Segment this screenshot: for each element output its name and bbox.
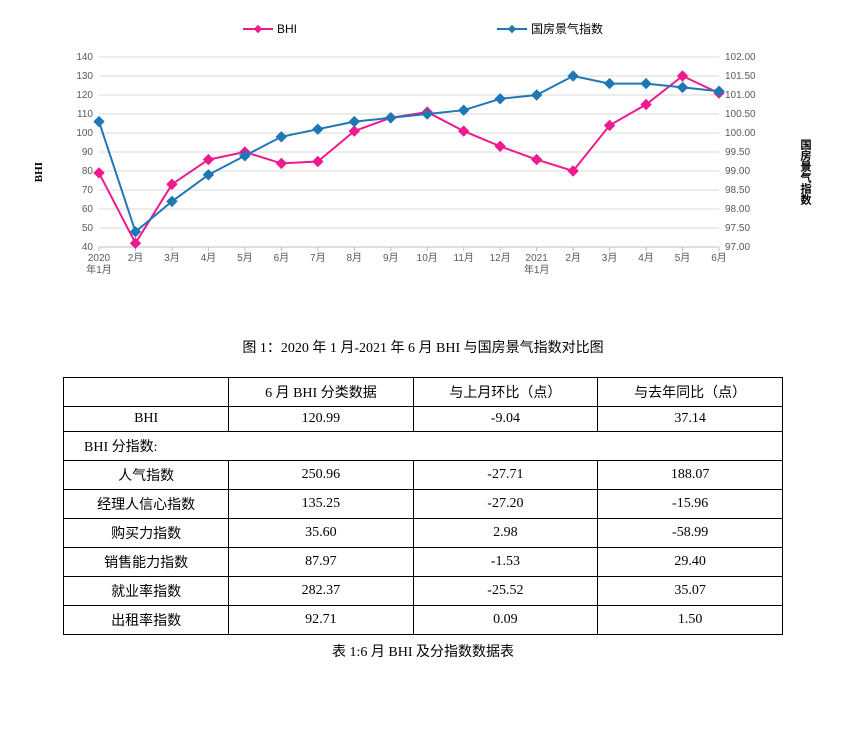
y-axis-left-label: BHI (33, 162, 45, 182)
table-row: BHI 分指数: (64, 432, 783, 461)
svg-text:90: 90 (82, 147, 94, 158)
legend-marker-guofang (497, 28, 527, 30)
data-cell: 0.09 (413, 606, 598, 635)
svg-text:6月: 6月 (711, 252, 727, 264)
table-header-cell: 与上月环比（点） (413, 378, 598, 407)
svg-text:2月: 2月 (128, 252, 144, 264)
row-label-cell: 销售能力指数 (64, 548, 229, 577)
data-cell: 282.37 (229, 577, 413, 606)
data-cell: -9.04 (413, 407, 598, 432)
data-cell: -27.20 (413, 490, 598, 519)
svg-text:6月: 6月 (274, 252, 290, 264)
svg-text:9月: 9月 (383, 252, 399, 264)
row-label-cell: 出租率指数 (64, 606, 229, 635)
svg-text:3月: 3月 (602, 252, 618, 264)
data-cell: 35.60 (229, 519, 413, 548)
table-body: BHI120.99-9.0437.14BHI 分指数:人气指数250.96-27… (64, 407, 783, 635)
legend-marker-bhi (243, 28, 273, 30)
svg-text:102.00: 102.00 (725, 52, 756, 63)
svg-text:97.50: 97.50 (725, 223, 750, 234)
data-cell: 1.50 (598, 606, 783, 635)
data-cell: -25.52 (413, 577, 598, 606)
svg-text:4月: 4月 (201, 252, 217, 264)
data-cell: 87.97 (229, 548, 413, 577)
table-header-cell: 6 月 BHI 分类数据 (229, 378, 413, 407)
svg-text:5月: 5月 (675, 252, 691, 264)
table-row: 人气指数250.96-27.71188.07 (64, 461, 783, 490)
table-caption: 表 1:6 月 BHI 及分指数数据表 (20, 641, 826, 661)
data-cell: 92.71 (229, 606, 413, 635)
svg-text:50: 50 (82, 223, 94, 234)
table-header-row: 6 月 BHI 分类数据与上月环比（点）与去年同比（点） (64, 378, 783, 407)
svg-text:130: 130 (76, 71, 93, 82)
svg-text:97.00: 97.00 (725, 242, 750, 253)
svg-text:2月: 2月 (565, 252, 581, 264)
svg-text:12月: 12月 (490, 252, 511, 264)
svg-text:120: 120 (76, 90, 93, 101)
row-label-cell: 人气指数 (64, 461, 229, 490)
svg-text:98.00: 98.00 (725, 204, 750, 215)
svg-text:101.50: 101.50 (725, 71, 756, 82)
svg-text:年1月: 年1月 (86, 263, 112, 276)
table-row: 出租率指数92.710.091.50 (64, 606, 783, 635)
svg-text:100.00: 100.00 (725, 128, 756, 139)
table-row: 经理人信心指数135.25-27.20-15.96 (64, 490, 783, 519)
svg-text:110: 110 (77, 109, 93, 120)
data-cell: 29.40 (598, 548, 783, 577)
data-cell: 37.14 (598, 407, 783, 432)
svg-text:11月: 11月 (454, 252, 474, 264)
data-cell: 250.96 (229, 461, 413, 490)
row-label-cell: 购买力指数 (64, 519, 229, 548)
svg-text:60: 60 (82, 204, 94, 215)
svg-text:70: 70 (82, 185, 94, 196)
legend-item-guofang: 国房景气指数 (497, 20, 603, 37)
svg-text:80: 80 (82, 166, 94, 177)
svg-text:8月: 8月 (347, 252, 363, 264)
data-table: 6 月 BHI 分类数据与上月环比（点）与去年同比（点） BHI120.99-9… (63, 377, 783, 635)
table-row: 就业率指数282.37-25.5235.07 (64, 577, 783, 606)
data-cell: 135.25 (229, 490, 413, 519)
figure-caption: 图 1：2020 年 1 月-2021 年 6 月 BHI 与国房景气指数对比图 (20, 337, 826, 357)
data-cell: -58.99 (598, 519, 783, 548)
data-cell: -1.53 (413, 548, 598, 577)
svg-text:5月: 5月 (237, 252, 253, 264)
legend-label-bhi: BHI (277, 22, 297, 36)
table-row: 购买力指数35.602.98-58.99 (64, 519, 783, 548)
data-cell: 188.07 (598, 461, 783, 490)
y-axis-right-label: 国房景气指数 (797, 139, 813, 205)
table-row: BHI120.99-9.0437.14 (64, 407, 783, 432)
svg-text:99.50: 99.50 (725, 147, 750, 158)
row-label-cell: BHI 分指数: (64, 432, 783, 461)
legend-item-bhi: BHI (243, 20, 297, 37)
legend-label-guofang: 国房景气指数 (531, 20, 603, 37)
data-cell: -15.96 (598, 490, 783, 519)
row-label-cell: 就业率指数 (64, 577, 229, 606)
chart-container: BHI 40 50 60 70 80 90 100 110 120 130 140 97.00 97.5… (33, 47, 813, 297)
row-label-cell: BHI (64, 407, 229, 432)
svg-text:98.50: 98.50 (725, 185, 750, 196)
chart-legend: BHI 国房景气指数 (20, 20, 826, 37)
svg-text:10月: 10月 (417, 252, 438, 264)
svg-text:3月: 3月 (164, 252, 180, 264)
table-header-cell: 与去年同比（点） (598, 378, 783, 407)
data-cell: 35.07 (598, 577, 783, 606)
data-cell: 120.99 (229, 407, 413, 432)
svg-text:100: 100 (76, 128, 93, 139)
row-label-cell: 经理人信心指数 (64, 490, 229, 519)
data-cell: 2.98 (413, 519, 598, 548)
table-header-cell (64, 378, 229, 407)
svg-text:2021: 2021 (526, 253, 549, 264)
svg-text:101.00: 101.00 (725, 90, 756, 101)
data-cell: -27.71 (413, 461, 598, 490)
svg-text:2020: 2020 (88, 253, 111, 264)
line-chart: 40 50 60 70 80 90 100 110 120 130 140 97.00 97.50 98.… (49, 47, 793, 297)
svg-text:7月: 7月 (310, 252, 326, 264)
svg-text:年1月: 年1月 (524, 263, 550, 276)
svg-text:99.00: 99.00 (725, 166, 750, 177)
svg-text:100.50: 100.50 (725, 109, 756, 120)
svg-text:4月: 4月 (638, 252, 654, 264)
svg-text:40: 40 (82, 242, 94, 253)
table-row: 销售能力指数87.97-1.5329.40 (64, 548, 783, 577)
svg-text:140: 140 (76, 52, 93, 63)
